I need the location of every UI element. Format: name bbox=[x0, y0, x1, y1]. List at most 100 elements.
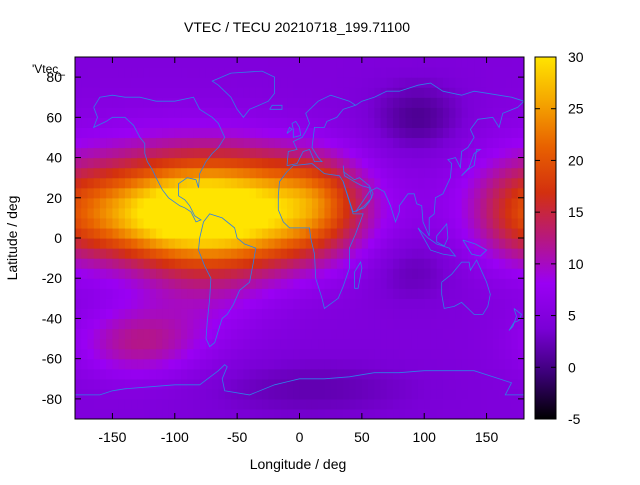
heatmap-cell bbox=[249, 147, 257, 159]
heatmap-cell bbox=[349, 167, 357, 179]
heatmap-cell bbox=[81, 238, 89, 249]
heatmap-cell bbox=[293, 268, 301, 279]
heatmap-cell bbox=[255, 388, 263, 400]
heatmap-cell bbox=[99, 298, 107, 309]
heatmap-cell bbox=[143, 57, 151, 68]
heatmap-cell bbox=[449, 408, 457, 419]
heatmap-cell bbox=[355, 408, 363, 419]
heatmap-cell bbox=[193, 187, 201, 199]
heatmap-cell bbox=[174, 248, 182, 259]
heatmap-cell bbox=[124, 248, 132, 259]
heatmap-cell bbox=[505, 398, 513, 410]
heatmap-cell bbox=[118, 117, 126, 128]
heatmap-cell bbox=[218, 97, 226, 108]
heatmap-cell bbox=[187, 87, 195, 98]
heatmap-cell bbox=[505, 378, 513, 390]
heatmap-cell bbox=[349, 77, 357, 88]
heatmap-cell bbox=[199, 87, 207, 98]
heatmap-cell bbox=[399, 408, 407, 419]
heatmap-cell bbox=[124, 87, 132, 98]
heatmap-cell bbox=[499, 298, 506, 309]
heatmap-cell bbox=[280, 398, 288, 410]
heatmap-cell bbox=[181, 107, 188, 118]
heatmap-cell bbox=[137, 238, 145, 249]
heatmap-cell bbox=[199, 398, 207, 410]
heatmap-cell bbox=[311, 177, 319, 189]
heatmap-cell bbox=[218, 77, 226, 88]
heatmap-cell bbox=[505, 157, 513, 169]
heatmap-cell bbox=[212, 97, 220, 108]
heatmap-cell bbox=[442, 137, 450, 149]
heatmap-cell bbox=[274, 57, 282, 68]
heatmap-cell bbox=[75, 288, 82, 299]
heatmap-cell bbox=[305, 278, 313, 289]
heatmap-cell bbox=[499, 388, 506, 400]
heatmap-cell bbox=[324, 57, 332, 68]
heatmap-cell bbox=[505, 97, 513, 108]
heatmap-cell bbox=[324, 398, 332, 410]
heatmap-cell bbox=[411, 187, 419, 199]
heatmap-cell bbox=[280, 408, 288, 419]
heatmap-cell bbox=[199, 177, 207, 189]
heatmap-cell bbox=[299, 238, 307, 249]
heatmap-cell bbox=[255, 227, 263, 239]
heatmap-cell bbox=[124, 157, 132, 169]
heatmap-cell bbox=[374, 77, 382, 88]
heatmap-cell bbox=[368, 77, 375, 88]
heatmap-cell bbox=[174, 378, 182, 390]
heatmap-cell bbox=[467, 167, 475, 179]
heatmap-cell bbox=[162, 127, 170, 139]
heatmap-cell bbox=[174, 388, 182, 400]
heatmap-cell bbox=[343, 157, 350, 169]
heatmap-cell bbox=[343, 328, 350, 340]
heatmap-cell bbox=[255, 298, 263, 309]
heatmap-cell bbox=[411, 268, 419, 279]
heatmap-cell bbox=[162, 328, 170, 340]
heatmap-cell bbox=[187, 167, 195, 179]
heatmap-cell bbox=[318, 137, 326, 149]
heatmap-cell bbox=[268, 258, 276, 269]
heatmap-cell bbox=[93, 127, 101, 139]
heatmap-cell bbox=[330, 368, 338, 380]
heatmap-cell bbox=[81, 288, 89, 299]
heatmap-cell bbox=[230, 217, 238, 229]
heatmap-cell bbox=[330, 187, 338, 199]
heatmap-cell bbox=[224, 328, 232, 340]
heatmap-cell bbox=[368, 248, 375, 259]
heatmap-cell bbox=[168, 167, 176, 179]
heatmap-cell bbox=[112, 308, 120, 320]
heatmap-cell bbox=[349, 117, 357, 128]
heatmap-cell bbox=[205, 127, 213, 139]
heatmap-cell bbox=[455, 318, 463, 330]
heatmap-cell bbox=[467, 227, 475, 239]
heatmap-cell bbox=[336, 217, 344, 229]
heatmap-cell bbox=[118, 358, 126, 370]
heatmap-cell bbox=[424, 278, 432, 289]
heatmap-cell bbox=[461, 197, 469, 209]
heatmap-cell bbox=[411, 398, 419, 410]
heatmap-cell bbox=[417, 308, 425, 320]
heatmap-cell bbox=[131, 378, 138, 390]
heatmap-cell bbox=[168, 87, 176, 98]
heatmap-cell bbox=[249, 398, 257, 410]
heatmap-cell bbox=[249, 227, 257, 239]
heatmap-cell bbox=[411, 308, 419, 320]
heatmap-cell bbox=[430, 288, 438, 299]
heatmap-cell bbox=[311, 157, 319, 169]
heatmap-cell bbox=[411, 137, 419, 149]
heatmap-cell bbox=[349, 238, 357, 249]
heatmap-cell bbox=[156, 67, 163, 78]
heatmap-cell bbox=[355, 388, 363, 400]
heatmap-cell bbox=[461, 177, 469, 189]
heatmap-cell bbox=[124, 298, 132, 309]
heatmap-cell bbox=[143, 348, 151, 360]
heatmap-cell bbox=[93, 197, 101, 209]
heatmap-cell bbox=[349, 137, 357, 149]
heatmap-cell bbox=[162, 157, 170, 169]
heatmap-cell bbox=[237, 328, 244, 340]
coastline-south-america bbox=[198, 213, 257, 348]
heatmap-cell bbox=[330, 328, 338, 340]
heatmap-cell bbox=[137, 217, 145, 229]
heatmap-cell bbox=[449, 238, 457, 249]
heatmap-cell bbox=[474, 177, 481, 189]
